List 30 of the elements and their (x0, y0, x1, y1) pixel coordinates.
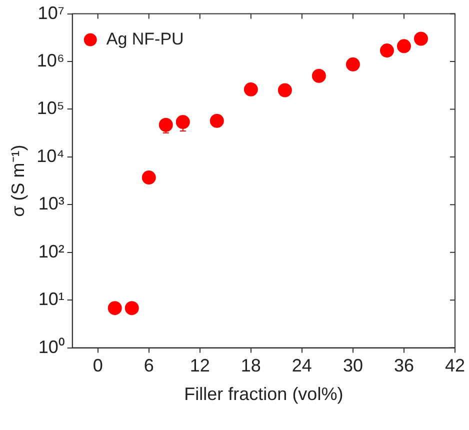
point (124, 301, 139, 316)
y-tick-label: 10⁴ (36, 146, 64, 166)
y-tick-label: 10⁰ (38, 336, 64, 357)
x-tick-label: 30 (342, 356, 363, 376)
point (244, 82, 258, 96)
point (346, 57, 360, 72)
point (396, 39, 411, 54)
y-tick-label: 10⁷ (38, 2, 64, 23)
legend-label: Ag NF-PU (106, 29, 184, 48)
point (414, 32, 428, 46)
y-tick-label: 10² (38, 241, 64, 262)
x-axis-title: Filler fraction (vol%) (184, 384, 344, 404)
y-tick-label: 10⁶ (36, 50, 64, 70)
point (108, 301, 122, 316)
point (142, 170, 156, 185)
x-tick-label: 36 (394, 356, 414, 376)
point (210, 114, 224, 128)
x-tick-label: 24 (292, 356, 312, 376)
x-tick-label: 12 (190, 356, 210, 376)
point (278, 83, 292, 98)
point (380, 44, 394, 58)
y-tick-label: 10¹ (38, 289, 64, 310)
x-tick-label: 6 (144, 356, 154, 376)
x-tick-label: 42 (444, 356, 466, 376)
x-tick-label: 18 (240, 356, 261, 376)
y-axis-title: σ (S m⁻¹) (8, 144, 28, 217)
x-tick-label: 0 (92, 356, 103, 376)
y-tick-label: 10⁵ (36, 98, 64, 118)
y-tick-label: 10³ (38, 194, 64, 214)
point (312, 68, 326, 83)
